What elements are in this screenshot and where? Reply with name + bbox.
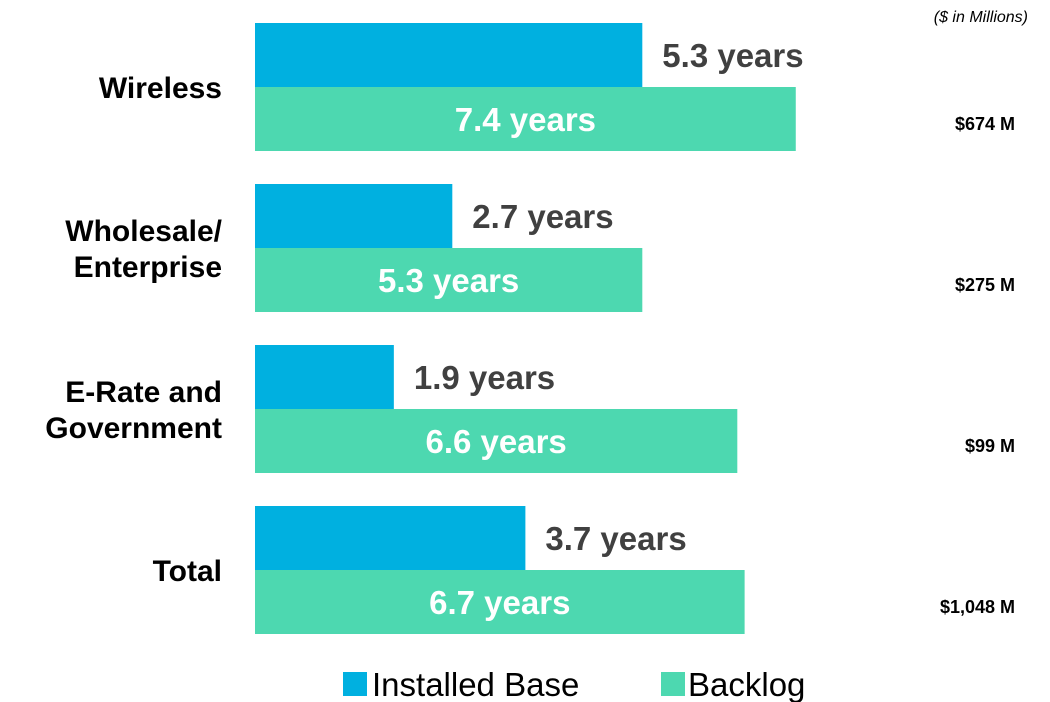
bar-installed-base-wholesale-enterprise — [255, 184, 453, 248]
value-label-installed-base-wholesale-enterprise: 2.7 years — [472, 198, 613, 235]
legend: Installed Base Backlog — [343, 666, 805, 702]
category-label-wireless: Wireless — [99, 72, 222, 105]
value-label-installed-base-total: 3.7 years — [545, 520, 686, 557]
amount-label-wireless: $674 M — [955, 114, 1015, 134]
value-label-backlog-wireless: 7.4 years — [455, 101, 596, 138]
label-group: 5.3 years 7.4 years Wireless $674 M 2.7 year… — [45, 37, 1015, 621]
unit-note: ($ in Millions) — [934, 9, 1028, 26]
category-label-total: Total — [153, 555, 222, 588]
legend-swatch-installed-base — [343, 672, 367, 696]
value-label-installed-base-wireless: 5.3 years — [662, 37, 803, 74]
legend-label-installed-base: Installed Base — [372, 666, 579, 702]
bar-backlog-e-rate-and-government — [255, 409, 738, 473]
bar-installed-base-e-rate-and-government — [255, 345, 394, 409]
value-label-backlog-total: 6.7 years — [429, 584, 570, 621]
bar-backlog-wireless — [255, 87, 796, 151]
legend-label-backlog: Backlog — [688, 666, 805, 702]
value-label-backlog-e-rate-and-government: 6.6 years — [425, 423, 566, 460]
bar-group — [255, 23, 796, 634]
amount-label-e-rate-and-government: $99 M — [965, 436, 1015, 456]
category-label-e-rate-and-government: E-Rate and — [65, 376, 222, 409]
legend-swatch-backlog — [661, 672, 685, 696]
category-label-wholesale-enterprise: Enterprise — [74, 251, 222, 284]
bar-installed-base-wireless — [255, 23, 643, 87]
category-label-wholesale-enterprise: Wholesale/ — [65, 215, 222, 248]
bar-installed-base-total — [255, 506, 526, 570]
value-label-backlog-wholesale-enterprise: 5.3 years — [378, 262, 519, 299]
value-label-installed-base-e-rate-and-government: 1.9 years — [414, 359, 555, 396]
amount-label-wholesale-enterprise: $275 M — [955, 275, 1015, 295]
bar-backlog-wholesale-enterprise — [255, 248, 643, 312]
amount-label-total: $1,048 M — [940, 597, 1015, 617]
category-label-e-rate-and-government: Government — [45, 412, 222, 445]
bar-backlog-total — [255, 570, 745, 634]
